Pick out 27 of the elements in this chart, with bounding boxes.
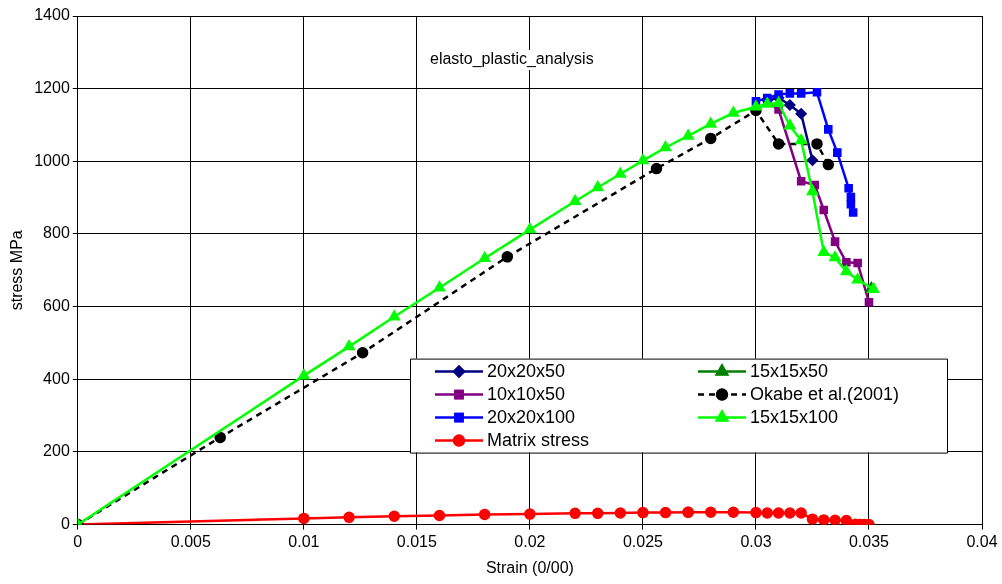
legend-label: 15x15x50 [750,360,829,381]
y-tick-label: 0 [60,515,70,533]
x-tick-label: 0.025 [622,532,664,550]
y-tick-label: 600 [43,297,70,315]
x-tick-label: 0.02 [514,532,546,550]
y-tick-label: 1000 [34,151,70,169]
y-tick-label: 1400 [34,6,70,24]
y-tick-label: 800 [43,224,70,242]
y-tick-label: 200 [43,442,70,460]
legend-label: 20x20x50 [487,360,566,381]
legend-label: 10x10x50 [487,383,566,404]
x-tick-label: 0.035 [848,532,890,550]
legend-label: 15x15x100 [750,406,839,427]
x-axis-title: Strain (0/00) [485,558,574,576]
x-tick-label: 0.015 [396,532,437,550]
y-tick-label: 400 [43,369,70,387]
legend-label: Okabe et al.(2001) [750,383,900,404]
x-tick-label: 0.04 [966,532,998,550]
legend-label: 20x20x100 [487,406,576,427]
y-tick-label: 1200 [34,79,70,97]
x-tick-label: 0.01 [288,532,320,550]
y-axis-title: stress MPa [8,230,26,311]
legend-label: Matrix stress [487,429,590,450]
x-tick-label: 0.005 [170,532,211,550]
x-tick-label: 0.03 [740,532,772,550]
text: elasto_plastic_analysis [429,50,594,69]
x-tick-label: 0 [73,532,83,550]
